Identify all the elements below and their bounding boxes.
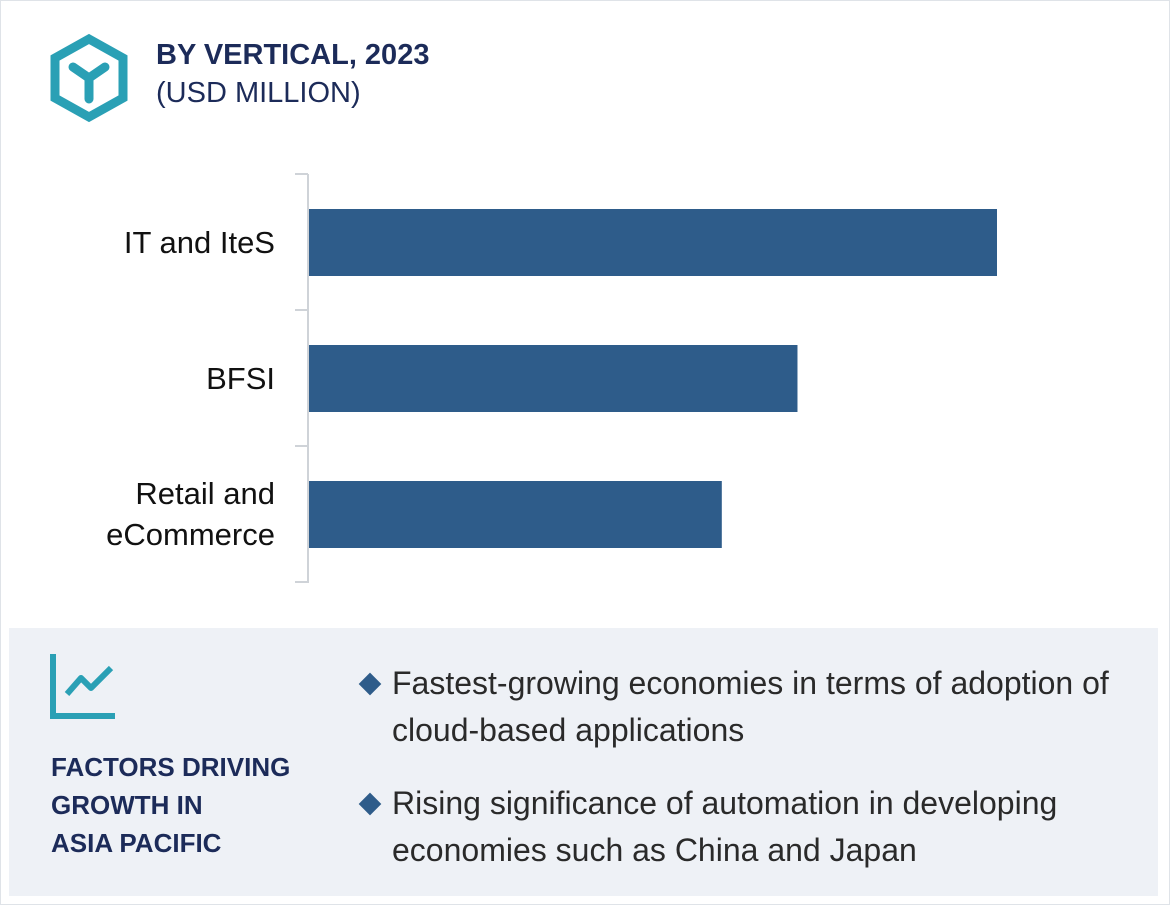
factor-item: Fastest-growing economies in terms of ad… (392, 665, 1109, 748)
chart-subtitle: (USD MILLION) (156, 77, 361, 109)
category-label: IT and IteS (123, 224, 275, 260)
factors-title: ASIA PACIFIC (51, 828, 222, 858)
logo-icon (68, 62, 110, 104)
factors-panel: FACTORS DRIVING GROWTH IN ASIA PACIFIC Fast… (9, 628, 1158, 896)
factor-item: Rising significance of automation in dev… (392, 785, 1058, 868)
category-label: BFSI (206, 360, 275, 396)
factors-title: GROWTH IN (51, 790, 203, 820)
bar (309, 481, 722, 548)
category-label: Retail and eCommerce (106, 476, 275, 552)
factors-title: FACTORS DRIVING (51, 752, 291, 782)
chart-title: BY VERTICAL, 2023 (156, 39, 430, 71)
bullet-icon (358, 792, 382, 816)
trend-icon (50, 654, 115, 719)
bar (309, 345, 798, 412)
bar (309, 209, 997, 276)
bullet-icon (358, 672, 382, 696)
logo-icon (50, 33, 128, 123)
